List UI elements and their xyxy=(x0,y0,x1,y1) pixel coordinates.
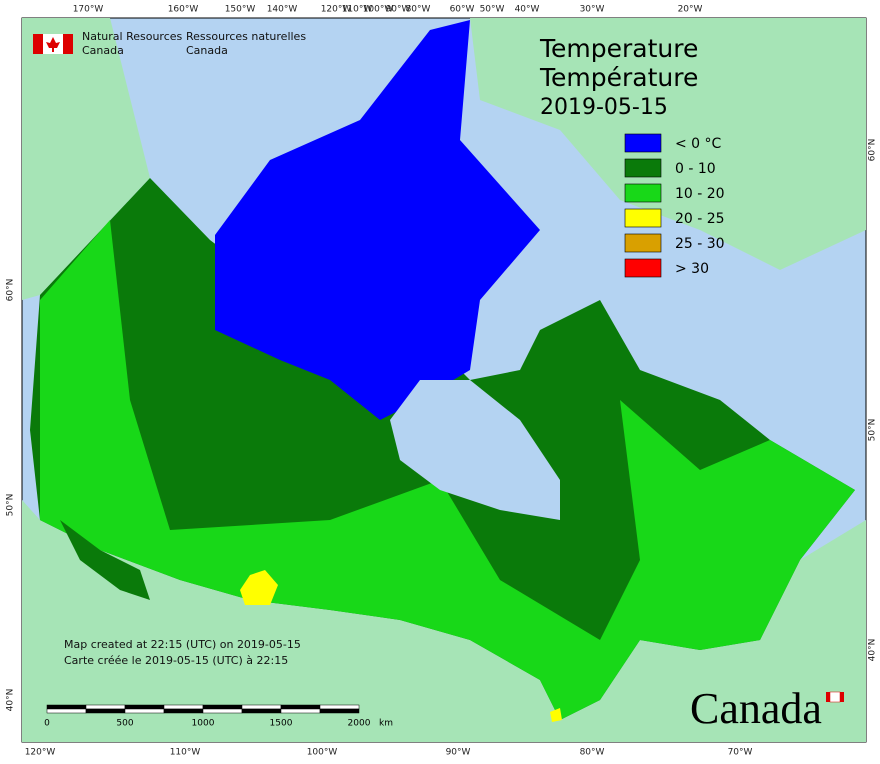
scale-label: 1500 xyxy=(270,719,293,729)
title: Température xyxy=(539,63,698,92)
scale-unit: km xyxy=(379,719,393,729)
graticule-label: 60°W xyxy=(450,5,475,15)
agency-text: Ressources naturelles xyxy=(186,30,306,43)
agency-text: Canada xyxy=(82,44,124,57)
greenland xyxy=(470,18,866,270)
graticule-label: 90°W xyxy=(446,748,471,758)
flag xyxy=(33,34,43,54)
graticule-label: 60°N xyxy=(6,279,16,302)
graticule-label: 110°W xyxy=(170,748,201,758)
warm-patch xyxy=(240,570,278,605)
wordmark: Canada xyxy=(690,684,822,733)
agency-text: Natural Resources xyxy=(82,30,183,43)
scale-label: 0 xyxy=(44,719,50,729)
graticule-label: 150°W xyxy=(225,5,256,15)
credit: Map created at 22:15 (UTC) on 2019-05-15 xyxy=(64,638,301,651)
scale-label: 2000 xyxy=(348,719,371,729)
wordmark-flag xyxy=(829,691,841,703)
legend-label: 20 - 25 xyxy=(675,211,725,227)
flag xyxy=(46,37,60,52)
legend-swatch xyxy=(624,158,662,178)
graticule-labels: 170°W 160°W 150°W 140°W 120°W110°W100°W90°W8… xyxy=(6,5,878,758)
graticule-label: 50°N xyxy=(868,419,878,442)
graticule-label: 40°N xyxy=(6,689,16,712)
graticule-label: 100°W xyxy=(363,5,394,15)
graticule-label: 140°W xyxy=(267,5,298,15)
scale-segment xyxy=(319,704,360,710)
credit: Carte créée le 2019-05-15 (UTC) à 22:15 xyxy=(64,654,288,667)
title-date: 2019-05-15 xyxy=(540,95,668,120)
scale-segment xyxy=(241,704,282,710)
legend-label: > 30 xyxy=(675,261,709,277)
graticule-label: 110°W xyxy=(342,5,373,15)
graticule-label: 30°W xyxy=(580,5,605,15)
legend-label: 25 - 30 xyxy=(675,236,725,252)
graticule-label: 170°W xyxy=(73,5,104,15)
graticule-label: 120°W xyxy=(25,748,56,758)
scale-segment xyxy=(46,704,87,710)
graticule-label: 50°W xyxy=(480,5,505,15)
scale-segment xyxy=(85,704,126,710)
legend-swatch xyxy=(624,208,662,228)
legend-swatch xyxy=(624,233,662,253)
scale-label: 1000 xyxy=(192,719,215,729)
graticule-label: 80°W xyxy=(406,5,431,15)
graticule-label: 120°W xyxy=(321,5,352,15)
legend-swatch xyxy=(624,133,662,153)
alaska xyxy=(22,18,150,300)
scale-segment xyxy=(163,704,204,710)
scale-segment xyxy=(319,708,360,714)
graticule-label: 50°N xyxy=(6,494,16,517)
canada-below-0 xyxy=(215,20,540,420)
scale-segment xyxy=(124,708,165,714)
graticule-label: 40°N xyxy=(868,639,878,662)
graticule-label: 60°N xyxy=(868,139,878,162)
title: Temperature xyxy=(539,34,698,63)
scale-bar: 0 500 1000 1500 2000 km xyxy=(44,704,393,729)
scale-segment xyxy=(85,708,126,714)
scale-label: 500 xyxy=(116,719,133,729)
scale-segment xyxy=(46,708,87,714)
scale-segment xyxy=(280,704,321,710)
agency-text: Canada xyxy=(186,44,228,57)
legend-label: < 0 °C xyxy=(675,136,722,152)
graticule-label: 90°W xyxy=(386,5,411,15)
hudson-bay xyxy=(390,380,560,520)
legend: < 0 °C 0 - 10 10 - 20 20 - 25 25 - 30 > 30 xyxy=(624,133,725,278)
graticule-label: 100°W xyxy=(307,748,338,758)
scale-segment xyxy=(202,708,243,714)
wordmark-flag xyxy=(826,692,830,702)
scale-segment xyxy=(163,708,204,714)
scale-segment xyxy=(202,704,243,710)
legend-swatch xyxy=(624,183,662,203)
legend-label: 0 - 10 xyxy=(675,161,716,177)
graticule-label: 40°W xyxy=(515,5,540,15)
scale-segment xyxy=(280,708,321,714)
graticule-label: 80°W xyxy=(580,748,605,758)
legend-label: 10 - 20 xyxy=(675,186,725,202)
scale-segment xyxy=(241,708,282,714)
scale-segment xyxy=(124,704,165,710)
wordmark-flag xyxy=(840,692,844,702)
graticule-label: 160°W xyxy=(168,5,199,15)
canada-0-10-south xyxy=(60,520,150,600)
graticule-label: 20°W xyxy=(678,5,703,15)
graticule-label: 70°W xyxy=(728,748,753,758)
united-states xyxy=(22,500,866,742)
flag xyxy=(63,34,73,54)
warm-patch xyxy=(550,708,562,722)
legend-swatch xyxy=(624,258,662,278)
